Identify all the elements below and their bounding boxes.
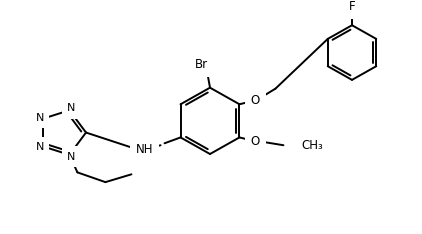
Text: N: N — [67, 152, 76, 162]
Text: NH: NH — [136, 143, 153, 156]
Text: O: O — [251, 94, 260, 107]
Text: N: N — [67, 103, 76, 113]
Text: N: N — [35, 113, 44, 123]
Text: Br: Br — [195, 58, 208, 71]
Text: O: O — [251, 135, 260, 148]
Text: CH₃: CH₃ — [301, 139, 323, 152]
Text: F: F — [349, 0, 355, 13]
Text: N: N — [35, 142, 44, 152]
